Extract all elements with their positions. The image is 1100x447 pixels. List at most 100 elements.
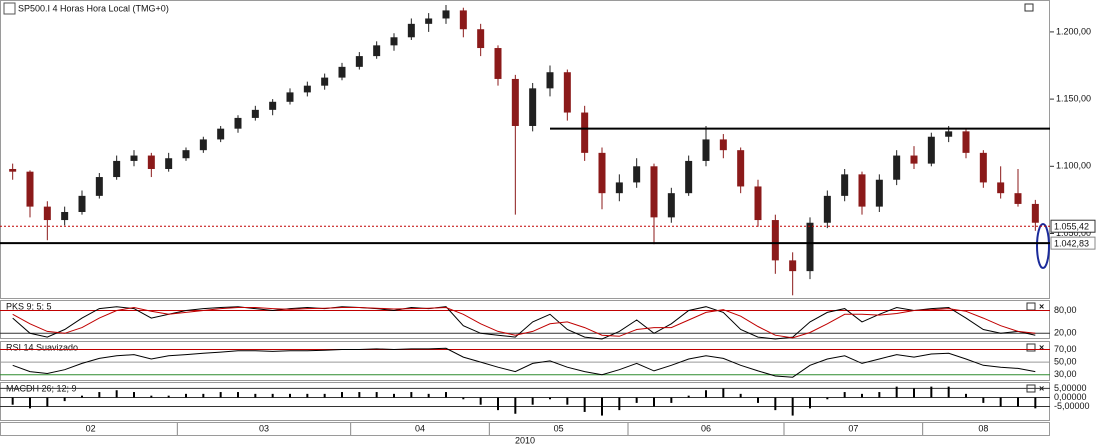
x-axis-label: 2010 (515, 435, 535, 445)
annotation-ellipse (1036, 223, 1050, 269)
panel-close-button: × (1039, 342, 1044, 352)
x-tick-label: 05 (554, 423, 564, 433)
candle-body (95, 177, 103, 196)
maximize-button[interactable] (1024, 3, 1034, 12)
candle-body (754, 186, 762, 221)
candle-body (459, 10, 467, 30)
indicator-panel (0, 341, 1050, 381)
candle-body (841, 174, 849, 196)
y-tick-label: 30,00 (1054, 369, 1077, 379)
x-tick-label: 02 (86, 423, 96, 433)
level-label: 1.042,83 (1054, 239, 1089, 249)
candle-body (563, 72, 571, 113)
indicator-title: PKS 9; 5; 5 (6, 301, 52, 311)
x-tick-label: 06 (701, 423, 711, 433)
candle-body (945, 131, 953, 137)
indicator-line (12, 306, 1036, 340)
y-tick-label: -5,00000 (1054, 401, 1090, 411)
y-tick-label: 1.150,00 (1056, 93, 1091, 103)
candle-body (165, 158, 173, 169)
candle-body (962, 131, 970, 153)
y-tick-label: 5,00000 (1054, 383, 1087, 393)
indicator-panel (0, 382, 1050, 421)
candle-body (43, 206, 51, 221)
candle-body (355, 56, 363, 67)
candle-body (893, 155, 901, 180)
x-tick-label: 07 (848, 423, 858, 433)
candle-body (719, 139, 727, 151)
candle-body (269, 101, 277, 110)
candle-body (182, 150, 190, 159)
candle-body (685, 160, 693, 194)
candle-body (858, 174, 866, 207)
indicator-title: RSI 14 Suavizado (6, 342, 78, 352)
candle-body (598, 152, 606, 194)
y-tick-label: 0,00000 (1054, 392, 1087, 402)
x-tick-label: 03 (259, 423, 269, 433)
y-tick-label: 80,00 (1054, 305, 1077, 315)
candle-body (650, 166, 658, 218)
candle-body (979, 152, 987, 183)
candle-body (390, 37, 398, 46)
candle-body (251, 109, 259, 118)
panel-close-button: × (1039, 301, 1044, 311)
candle-body (303, 85, 311, 93)
indicator-line (12, 306, 1036, 339)
candle-body (9, 168, 17, 172)
candle-body (789, 260, 797, 272)
candle-body (910, 155, 918, 164)
candle-body (321, 77, 329, 86)
candle-body (823, 195, 831, 223)
candle-body (199, 139, 207, 151)
x-tick-label: 08 (978, 423, 988, 433)
candle-body (373, 45, 381, 57)
candle-body (494, 48, 502, 79)
indicator-panel (0, 300, 1050, 339)
candle-body (338, 66, 346, 78)
candle-body (511, 78, 519, 126)
candle-body (771, 220, 779, 261)
y-tick-label: 50,00 (1054, 357, 1077, 367)
last-price-box (1050, 219, 1096, 233)
candle-body (61, 211, 69, 221)
y-tick-label: 1.200,00 (1056, 26, 1091, 36)
candle-body (78, 195, 86, 212)
y-tick-label: 1.050,00 (1056, 228, 1091, 238)
candle-body (581, 112, 589, 153)
candle-body (113, 160, 121, 178)
x-tick-label: 04 (415, 423, 425, 433)
candle-body (702, 139, 710, 161)
last-price-label: 1.055,42 (1054, 222, 1089, 232)
candle-body (1014, 193, 1022, 204)
level-label-box (1050, 236, 1096, 250)
candle-body (234, 117, 242, 129)
candle-body (737, 150, 745, 187)
candle-body (546, 72, 554, 89)
candle-body (875, 179, 883, 207)
candle-body (633, 166, 641, 183)
candle-body (26, 171, 34, 207)
candle-body (997, 182, 1005, 194)
candle-body (147, 155, 155, 169)
symbol-icon (3, 2, 16, 15)
panel-maximize-button (1026, 343, 1036, 352)
indicator-line (12, 347, 1036, 378)
candle-body (477, 29, 485, 49)
panel-maximize-button (1026, 302, 1036, 311)
candle-body (217, 128, 225, 140)
candle-body (286, 92, 294, 102)
y-tick-label: 70,00 (1054, 344, 1077, 354)
candle-body (130, 155, 138, 161)
main-panel (0, 0, 1050, 299)
candle-body (1031, 203, 1039, 223)
y-tick-label: 1.100,00 (1056, 161, 1091, 171)
candle-body (529, 88, 537, 126)
candle-body (806, 222, 814, 272)
candle-body (425, 18, 433, 24)
chart-title: SP500.I 4 Horas Hora Local (TMG+0) (18, 3, 169, 13)
candle-body (407, 23, 415, 38)
candle-body (442, 10, 450, 19)
x-axis (0, 422, 1050, 436)
candle-body (667, 193, 675, 218)
candle-body (927, 136, 935, 164)
